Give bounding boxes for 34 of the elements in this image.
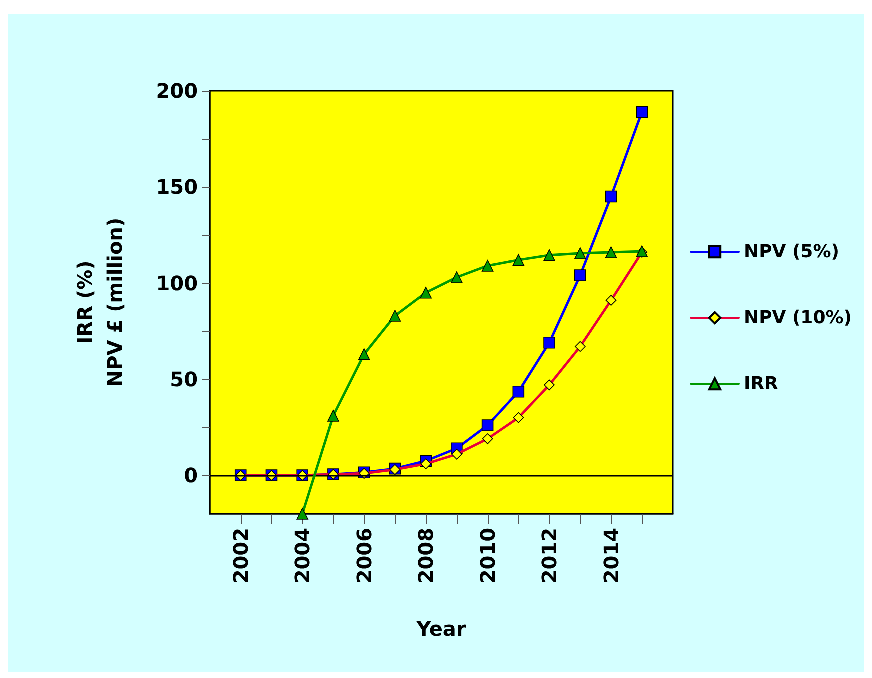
point — [544, 249, 556, 262]
point — [636, 106, 648, 118]
x-tick-label: 2008 — [414, 528, 438, 584]
point — [482, 260, 494, 272]
y-tick-label: 100 — [156, 271, 198, 296]
x-tick-label: 2002 — [228, 528, 253, 584]
x-axis-title: Year — [416, 617, 466, 641]
x-tick-label: 2014 — [599, 528, 624, 584]
x-tick-label: 2006 — [352, 528, 376, 584]
legend-label: NPV (10%) — [744, 308, 852, 328]
y-tick-label: 150 — [156, 175, 198, 200]
legend-label: NPV (5%) — [744, 242, 840, 262]
y-tick-label: 200 — [156, 79, 198, 103]
point — [574, 270, 586, 282]
point — [451, 272, 463, 284]
point — [512, 254, 525, 266]
y-axis-title: IRR (%) NPV £ (million) — [73, 218, 127, 388]
point — [512, 386, 525, 398]
point — [574, 248, 586, 260]
point — [358, 348, 370, 360]
x-tick-label: 2012 — [538, 528, 562, 584]
point — [296, 508, 308, 520]
point — [544, 336, 556, 349]
point — [328, 410, 340, 422]
point — [389, 310, 402, 322]
y-tick-label: 50 — [170, 367, 198, 392]
y-tick-label: 0 — [184, 464, 198, 488]
x-tick-label: 2010 — [476, 528, 500, 584]
point — [605, 246, 618, 258]
point — [605, 190, 618, 203]
legend-label: IRR — [744, 374, 779, 394]
point — [420, 286, 432, 299]
point — [482, 420, 494, 432]
x-tick-label: 2004 — [290, 528, 315, 584]
